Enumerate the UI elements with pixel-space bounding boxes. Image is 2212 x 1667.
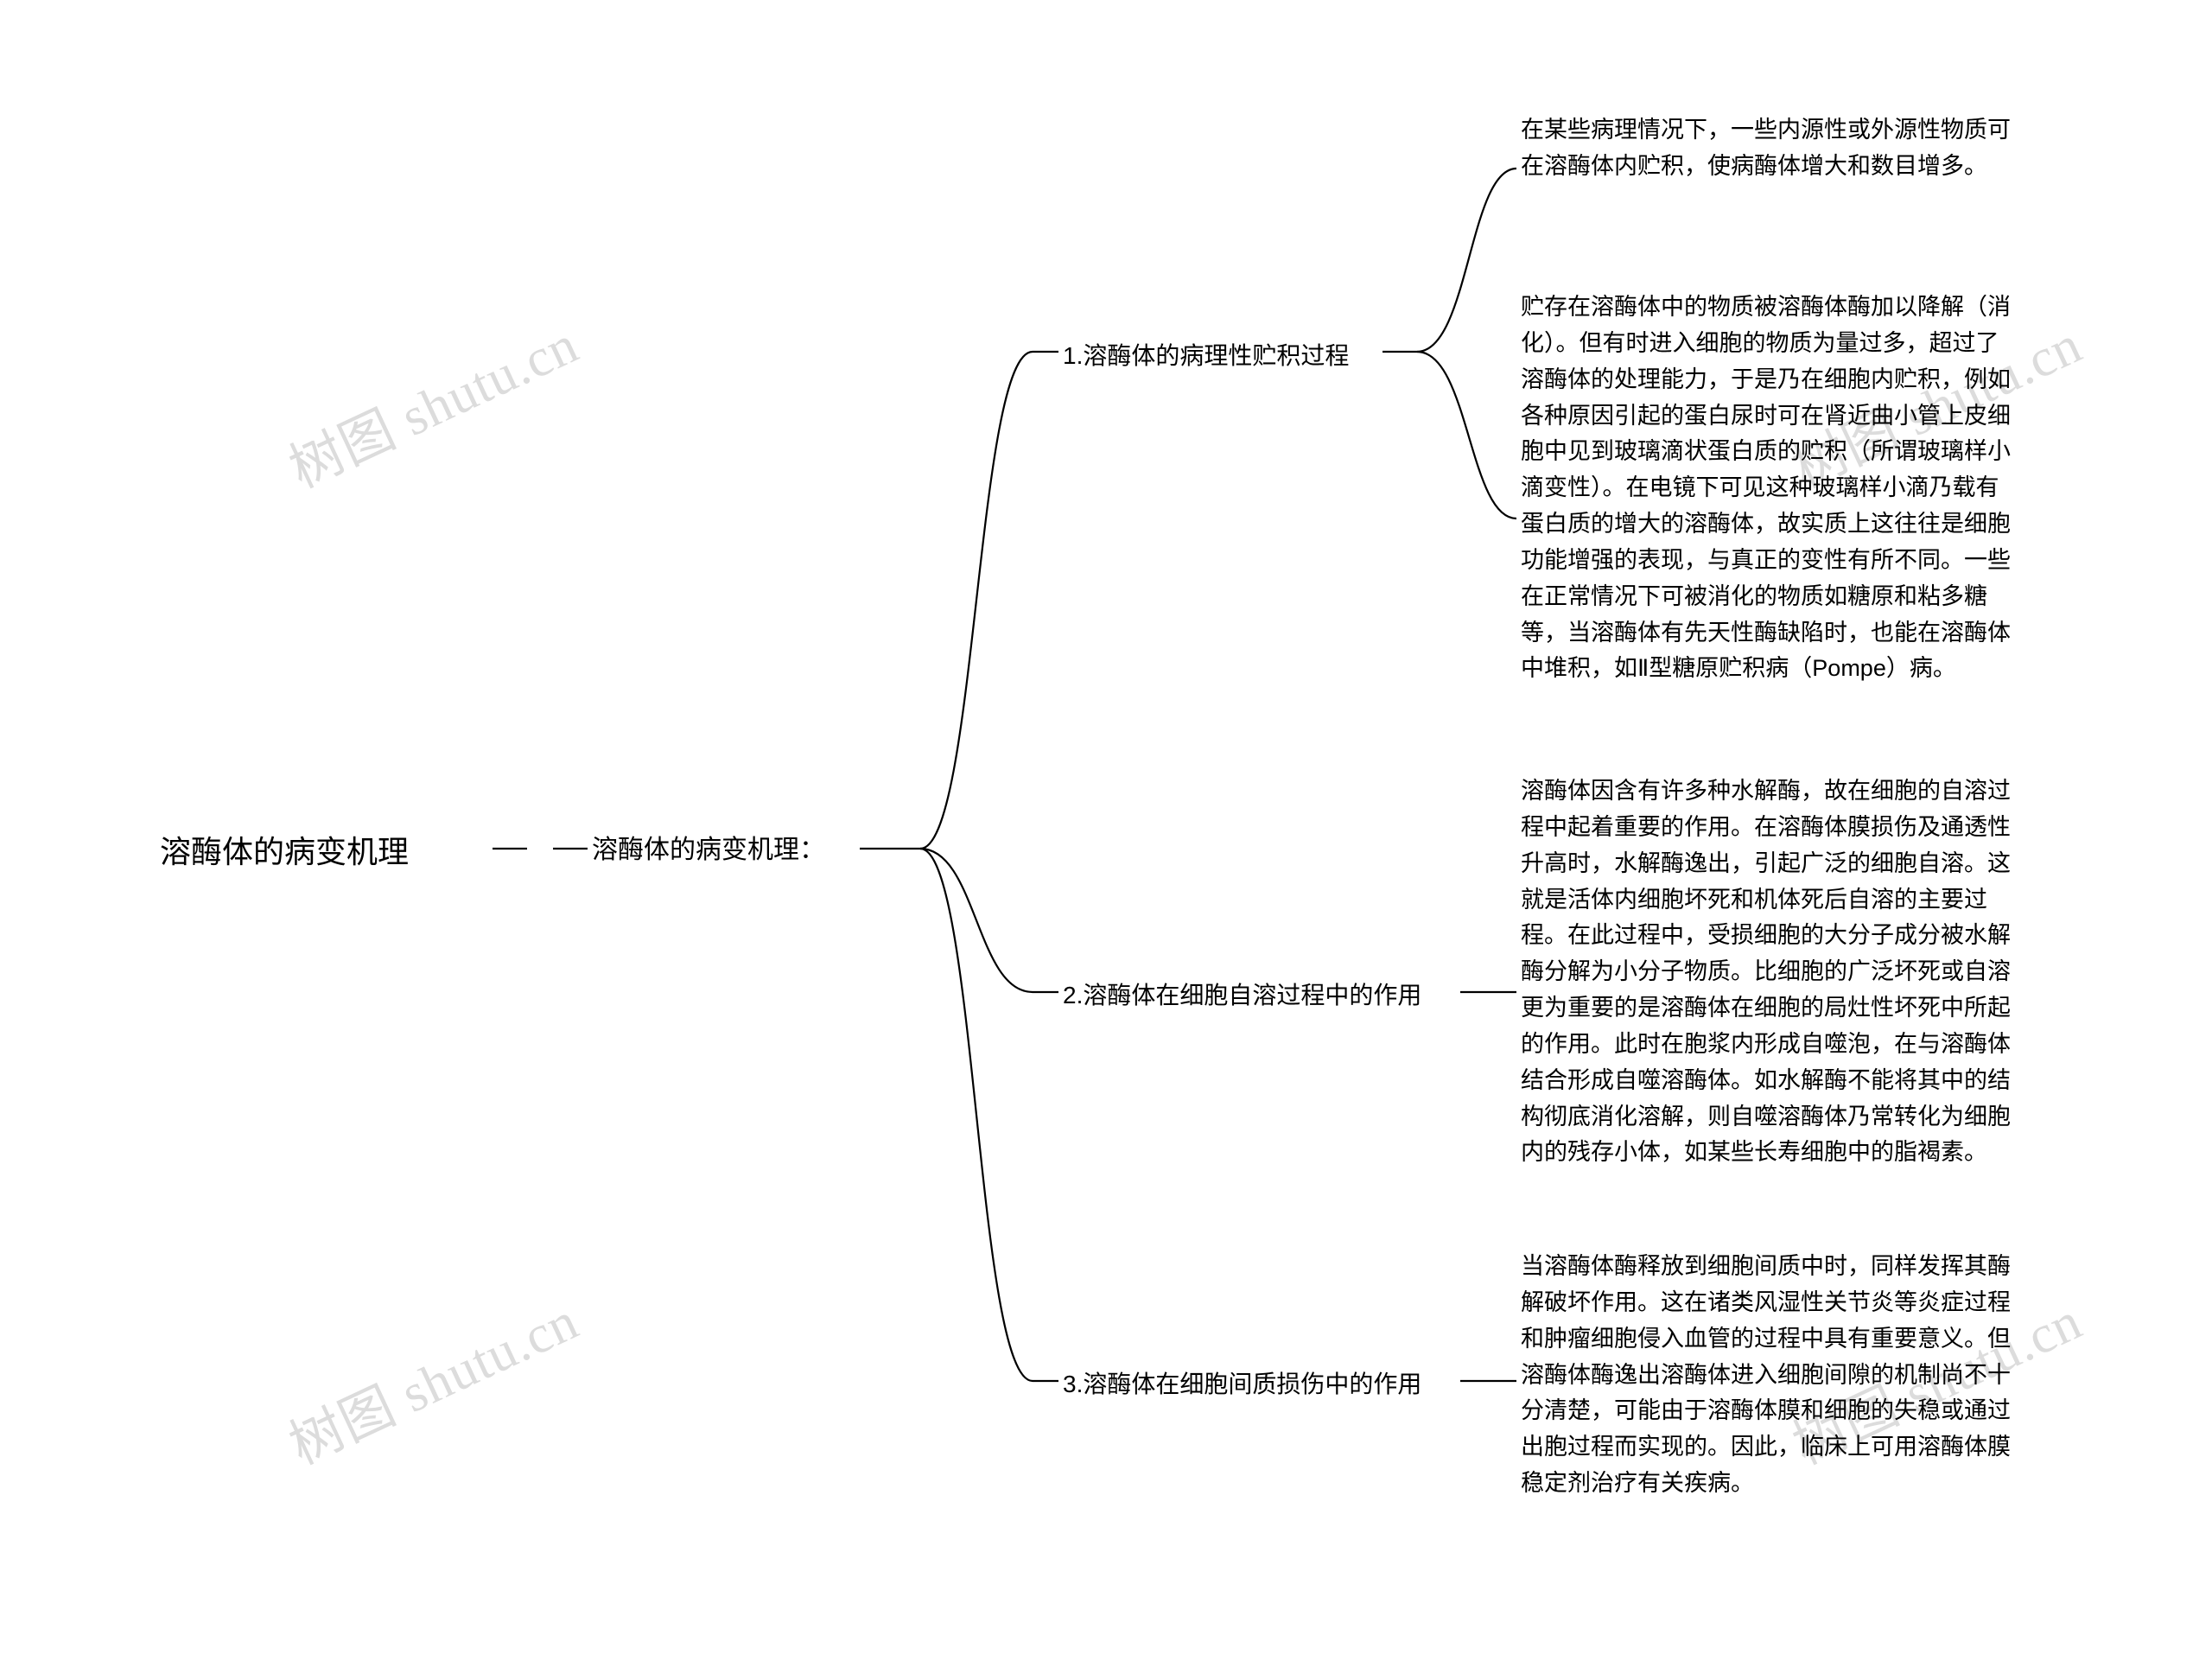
branch-1-leaf-b: 贮存在溶酶体中的物质被溶酶体酶加以降解（消化）。但有时进入细胞的物质为量过多，超… (1521, 289, 2013, 687)
branch-2-leaf-a: 溶酶体因含有许多种水解酶，故在细胞的自溶过程中起着重要的作用。在溶酶体膜损伤及通… (1521, 773, 2013, 1171)
root-node: 溶酶体的病变机理 (160, 828, 409, 876)
branch-3-leaf-a: 当溶酶体酶释放到细胞间质中时，同样发挥其酶解破坏作用。这在诸类风湿性关节炎等炎症… (1521, 1249, 2013, 1502)
level1-node: 溶酶体的病变机理： (592, 830, 825, 871)
branch-1-label: 1.溶酶体的病理性贮积过程 (1063, 337, 1349, 374)
branch-3-label: 3.溶酶体在细胞间质损伤中的作用 (1063, 1365, 1421, 1403)
branch-1-leaf-a: 在某些病理情况下，一些内源性或外源性物质可在溶酶体内贮积，使病酶体增大和数目增多… (1521, 112, 2013, 185)
watermark: 树图 shutu.cn (275, 301, 588, 502)
watermark: 树图 shutu.cn (275, 1277, 588, 1479)
branch-2-label: 2.溶酶体在细胞自溶过程中的作用 (1063, 977, 1421, 1014)
